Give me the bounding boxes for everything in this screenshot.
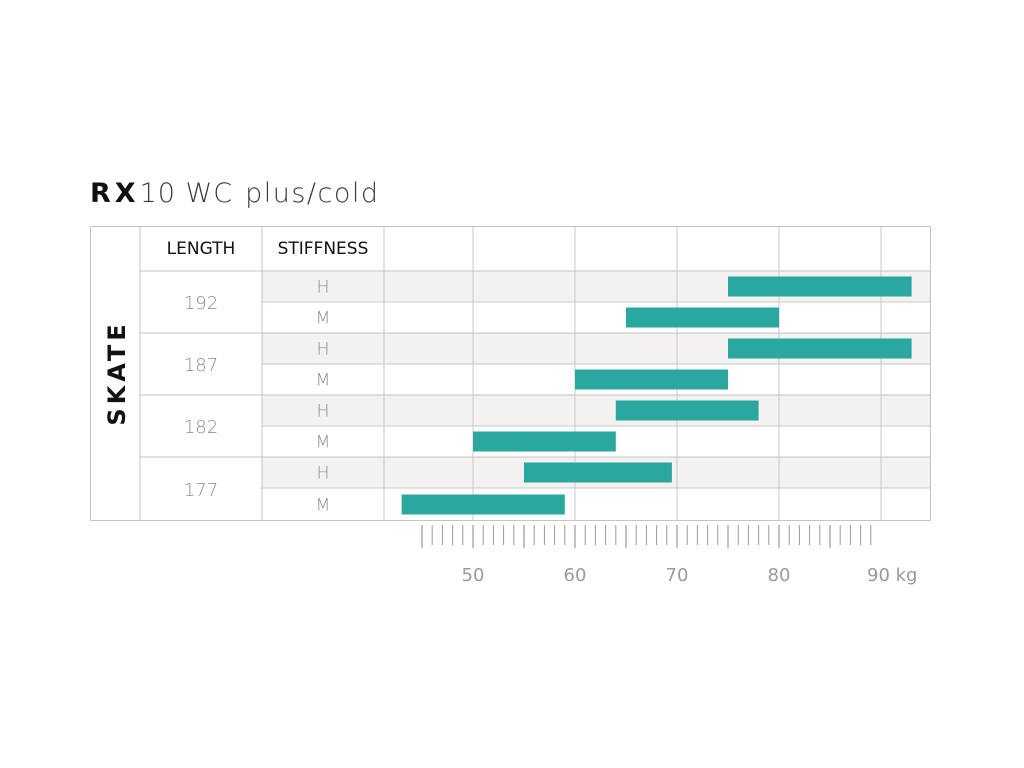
- x-tick-label: 50: [462, 565, 485, 586]
- length-label: 177: [184, 480, 218, 501]
- stiffness-label: M: [316, 496, 331, 516]
- row-shading: [262, 271, 931, 488]
- title-suffix: plus/cold: [245, 178, 380, 209]
- x-tick-label: 70: [666, 565, 689, 586]
- x-tick-label: 80: [768, 565, 791, 586]
- title-model: 10 WC: [139, 178, 234, 209]
- stiffness-label: M: [316, 371, 331, 391]
- stiffness-label: M: [316, 433, 331, 453]
- title-brand: RX: [90, 178, 140, 209]
- chart-title: RX10 WC plus/cold: [90, 178, 380, 209]
- table-border: [90, 226, 931, 521]
- range-bar: [401, 494, 565, 515]
- header-length: LENGTH: [167, 239, 236, 259]
- range-bar: [626, 307, 779, 328]
- range-bar: [615, 400, 759, 421]
- header-stiffness: STIFFNESS: [278, 239, 369, 259]
- length-label: 187: [184, 355, 218, 376]
- stiffness-label: H: [317, 402, 330, 422]
- stiffness-label: H: [317, 278, 330, 298]
- row-shade: [262, 395, 931, 426]
- range-bar: [473, 431, 616, 452]
- x-axis: 50 60 70 80 90 kg: [421, 525, 917, 586]
- x-tick-label: 90 kg: [867, 565, 917, 586]
- stiffness-label: M: [316, 309, 331, 329]
- stiffness-label: H: [317, 340, 330, 360]
- x-tick-label: 60: [564, 565, 587, 586]
- range-bar: [728, 338, 912, 359]
- bars: [401, 276, 912, 515]
- length-label: 192: [184, 293, 218, 314]
- side-label: SKATE: [103, 320, 131, 425]
- range-bar: [728, 276, 912, 297]
- stiffness-label: H: [317, 464, 330, 484]
- range-bar: [575, 369, 728, 390]
- range-bar: [524, 462, 672, 483]
- length-label: 182: [184, 417, 218, 438]
